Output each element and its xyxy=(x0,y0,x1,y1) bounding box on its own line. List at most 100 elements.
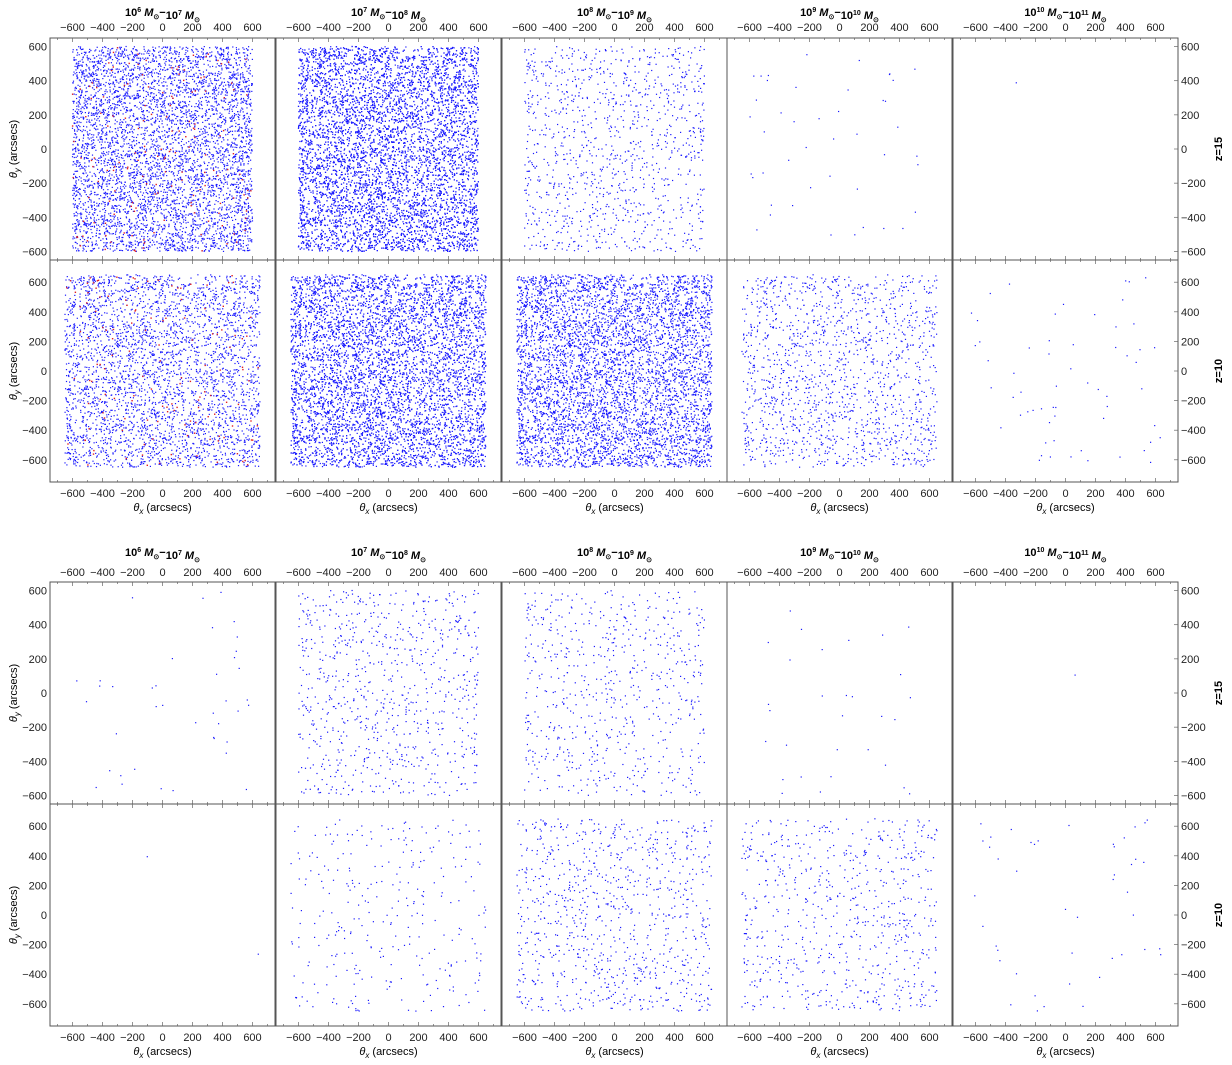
data-point xyxy=(150,228,152,230)
data-point xyxy=(126,125,128,127)
data-point xyxy=(223,229,226,231)
data-point xyxy=(89,199,91,201)
data-point xyxy=(106,242,108,244)
data-point xyxy=(233,156,235,158)
data-point xyxy=(168,52,171,54)
data-point xyxy=(143,155,145,157)
data-point xyxy=(159,98,161,100)
data-point xyxy=(92,81,94,83)
data-point xyxy=(151,87,153,89)
data-point xyxy=(223,51,225,53)
data-point xyxy=(179,72,181,74)
data-point xyxy=(150,213,152,215)
x-tick-label-top: 400 xyxy=(439,22,457,34)
data-point xyxy=(95,175,97,177)
data-point xyxy=(234,95,236,97)
data-point xyxy=(223,247,225,249)
data-point xyxy=(121,241,123,243)
data-point xyxy=(132,73,134,75)
data-point xyxy=(98,203,101,205)
data-point xyxy=(169,49,171,52)
data-point xyxy=(144,201,147,203)
data-point xyxy=(98,182,100,184)
data-point xyxy=(172,208,174,210)
data-point xyxy=(142,104,144,106)
data-point xyxy=(217,156,220,158)
data-point xyxy=(232,86,234,88)
data-point xyxy=(205,168,207,170)
data-point xyxy=(108,96,111,98)
data-point xyxy=(145,217,147,219)
data-point xyxy=(76,111,79,113)
data-point xyxy=(109,167,112,169)
data-point xyxy=(166,146,168,148)
data-point xyxy=(155,117,157,119)
data-point xyxy=(149,191,152,194)
data-point xyxy=(243,185,245,187)
data-point xyxy=(222,226,225,228)
data-point xyxy=(151,230,154,232)
data-point xyxy=(195,174,197,176)
data-point xyxy=(161,47,163,50)
data-point xyxy=(237,129,240,131)
data-point xyxy=(223,183,225,185)
data-point xyxy=(78,152,80,154)
data-point xyxy=(165,201,167,203)
data-point xyxy=(161,231,163,233)
data-point xyxy=(170,183,172,185)
data-point xyxy=(94,95,96,97)
data-point xyxy=(215,58,217,60)
data-point xyxy=(190,114,192,117)
data-point xyxy=(101,184,103,186)
data-point xyxy=(129,82,131,84)
data-point xyxy=(189,157,191,159)
data-point xyxy=(134,97,136,100)
data-point xyxy=(161,98,163,100)
data-point xyxy=(129,69,131,71)
data-point xyxy=(198,105,200,107)
data-point xyxy=(76,207,78,209)
data-point xyxy=(180,158,182,160)
data-point xyxy=(140,74,142,76)
data-point xyxy=(72,223,74,225)
data-point xyxy=(194,112,196,115)
data-point xyxy=(159,172,161,174)
data-point xyxy=(194,154,196,156)
data-point xyxy=(161,120,163,122)
data-point xyxy=(226,245,228,247)
data-point xyxy=(221,67,223,69)
data-point xyxy=(176,85,178,87)
data-point xyxy=(179,133,181,135)
data-point xyxy=(159,166,161,168)
data-point xyxy=(162,198,164,200)
data-point xyxy=(164,247,166,250)
data-point xyxy=(115,225,118,227)
data-point xyxy=(163,228,166,230)
data-point xyxy=(157,168,159,170)
data-point xyxy=(182,64,184,66)
data-point xyxy=(117,60,119,62)
data-point xyxy=(113,150,115,152)
data-point xyxy=(163,78,165,80)
data-point xyxy=(245,102,247,104)
data-point xyxy=(244,146,246,148)
data-point xyxy=(223,168,225,170)
data-point xyxy=(249,228,251,230)
data-point xyxy=(142,89,145,91)
data-point xyxy=(86,231,88,233)
data-point xyxy=(190,75,192,77)
data-point xyxy=(176,235,178,237)
data-point xyxy=(138,125,140,127)
data-point xyxy=(113,160,115,162)
data-point xyxy=(213,106,215,108)
data-point xyxy=(132,58,134,60)
data-point xyxy=(129,84,131,86)
data-point xyxy=(213,190,215,192)
data-point xyxy=(187,91,189,94)
data-point xyxy=(151,60,153,62)
data-point xyxy=(129,242,131,244)
data-point xyxy=(239,74,241,76)
data-point xyxy=(208,237,210,239)
data-point xyxy=(109,248,111,250)
data-point xyxy=(115,205,117,207)
